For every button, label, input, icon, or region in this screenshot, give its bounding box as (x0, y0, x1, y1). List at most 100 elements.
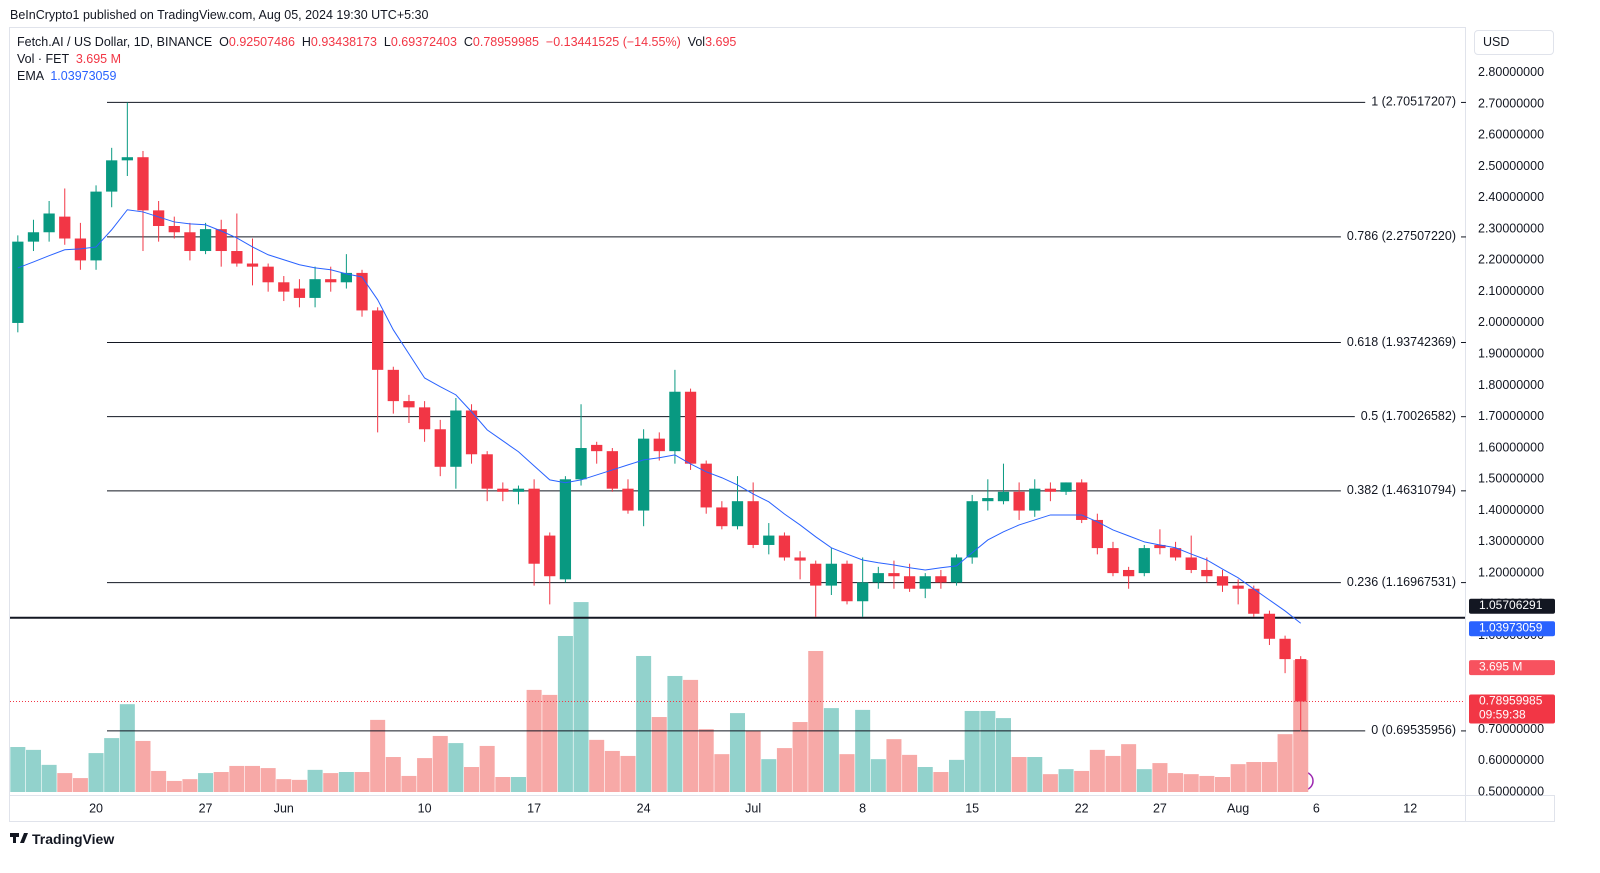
candle-body (481, 454, 493, 489)
candle-body (950, 557, 963, 583)
volume-bar (88, 753, 104, 792)
volume-bar (323, 773, 339, 792)
change: −0.13441525 (−14.55%) (545, 35, 681, 49)
volume-bar (683, 679, 699, 792)
volume-bar (745, 730, 761, 792)
candle-body (919, 576, 931, 589)
plot: 1 (2.70517207) 0.786 (2.27507220) 0.618 (1… (10, 95, 1466, 792)
candle-body (778, 535, 791, 558)
candle-body (246, 263, 259, 267)
x-tick-label: 22 (1075, 801, 1089, 815)
candle-body (1122, 569, 1135, 577)
candle-body (1232, 585, 1244, 589)
volume-bar (119, 704, 135, 792)
candle-body (684, 391, 697, 464)
candle-body (152, 210, 165, 227)
candle-body (309, 279, 321, 298)
y-tick-label: 2.40000000 (1478, 190, 1544, 204)
y-tick-label: 2.30000000 (1478, 221, 1544, 235)
volume-bar (886, 739, 902, 792)
volume-bar (166, 780, 182, 792)
volume-bar (135, 740, 151, 792)
y-tick-label: 2.50000000 (1478, 159, 1544, 173)
y-tick-label: 1.90000000 (1478, 347, 1544, 361)
c-value: 0.78959985 (472, 35, 539, 49)
symbol: Fetch.AI / US Dollar, 1D, BINANCE (17, 35, 213, 49)
x-tick-label: 10 (418, 801, 432, 815)
candle-body (825, 563, 838, 586)
fib-label: 0.786 (2.27507220) (1347, 229, 1456, 243)
volume-bar (1011, 757, 1027, 792)
candle-body (27, 232, 40, 242)
volume-bar (244, 765, 261, 792)
ema-name: EMA (17, 69, 44, 83)
volume-bar (1246, 762, 1262, 792)
x-tick-label: 15 (965, 801, 979, 815)
volume-bar (260, 768, 276, 792)
volume-bar (1183, 774, 1199, 792)
volume-bar (933, 772, 949, 792)
candle-body (653, 438, 665, 452)
volume-bar (542, 694, 558, 792)
volume-bar (808, 650, 824, 792)
ema-line (17, 209, 1302, 624)
volume-bar (57, 773, 73, 792)
candle-body (137, 157, 149, 211)
vol-value: 3.695 (705, 35, 737, 49)
h-label: H (301, 35, 311, 49)
volume-bar (1230, 764, 1246, 792)
legend-ema: EMA 1.03973059 (17, 69, 116, 83)
volume-bar (1058, 769, 1074, 792)
candle-body (1169, 548, 1182, 558)
x-tick-label: 24 (637, 801, 651, 815)
y-tick-label: 0.60000000 (1478, 753, 1544, 767)
x-tick-label: 27 (199, 801, 213, 815)
candle-body (465, 410, 478, 455)
candle-body (231, 251, 243, 264)
candle-body (12, 241, 24, 323)
volume-bar (557, 635, 573, 792)
volume-bar (604, 750, 620, 792)
candle-body (372, 310, 384, 370)
volume-bar (495, 777, 511, 792)
volume-bar (338, 772, 354, 792)
volume-bar (198, 773, 214, 792)
candle-body (716, 507, 728, 527)
candle-body (59, 216, 71, 239)
volume-bar (41, 764, 57, 792)
volume-bar (479, 745, 495, 792)
candle-body (1201, 569, 1213, 577)
l-label: L (383, 35, 391, 49)
y-tick-label: 0.70000000 (1478, 722, 1544, 736)
volume-bar (401, 775, 417, 792)
candle-body (512, 488, 525, 492)
candle-body (168, 226, 180, 233)
candle-body (1295, 659, 1307, 702)
volume-bar (448, 743, 464, 792)
candle-body (43, 213, 55, 233)
candle-body (418, 407, 431, 430)
currency-button[interactable]: USD (1474, 30, 1554, 55)
h-value: 0.93438173 (310, 35, 377, 49)
candle-body (90, 191, 102, 261)
volume-bar (1027, 757, 1043, 792)
y-tick-label: 1.40000000 (1478, 503, 1544, 517)
candle-body (857, 582, 869, 602)
volume-bar (573, 602, 589, 792)
volume-bar (776, 748, 792, 792)
volume-bar (729, 713, 746, 792)
candle-body (1248, 588, 1260, 614)
volume-bar (589, 739, 605, 792)
x-tick-label: Aug (1227, 801, 1249, 815)
ema-badge (1469, 621, 1555, 637)
volume-bar (1277, 734, 1293, 792)
candle-body (591, 444, 603, 452)
volume-bar (620, 755, 636, 792)
y-tick-label: 2.20000000 (1478, 253, 1544, 267)
candle-body (497, 488, 509, 492)
volume-bar (949, 759, 965, 792)
candle-body (356, 272, 368, 311)
candle-body (403, 401, 415, 408)
volume-bar (370, 719, 386, 792)
